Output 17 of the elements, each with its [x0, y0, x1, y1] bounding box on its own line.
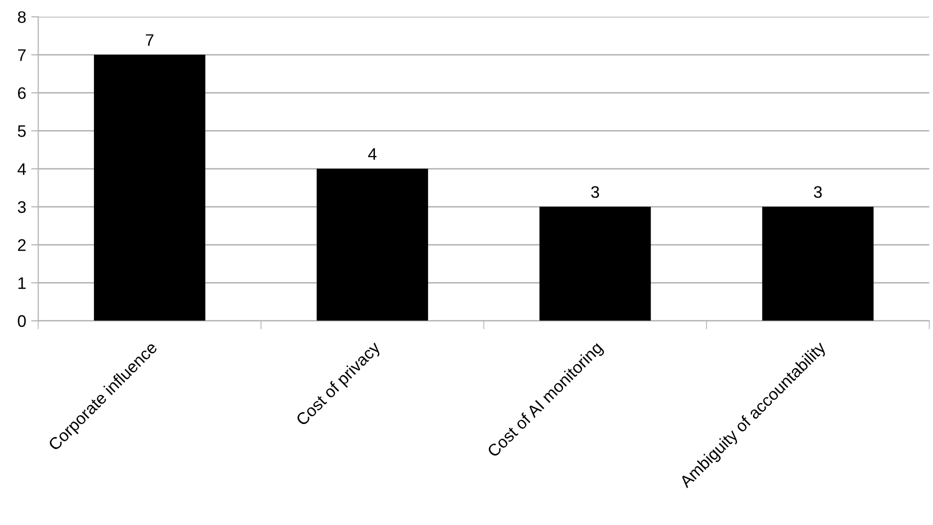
y-tick-label: 0 — [18, 315, 26, 327]
data-label: 3 — [591, 186, 600, 198]
bar — [762, 206, 874, 321]
data-label: 4 — [368, 148, 377, 160]
y-tick-label: 4 — [18, 163, 26, 175]
y-tick-label: 7 — [18, 49, 26, 61]
y-tick-label: 6 — [18, 87, 26, 99]
data-label: 3 — [814, 186, 822, 198]
y-tick-label: 3 — [18, 201, 26, 213]
bar — [539, 206, 651, 321]
y-tick-label: 2 — [18, 239, 26, 251]
bar — [316, 168, 428, 321]
y-tick-label: 1 — [18, 277, 26, 289]
y-tick-label: 8 — [18, 11, 26, 24]
bar — [94, 54, 206, 321]
y-tick-label: 5 — [18, 125, 26, 137]
data-label: 7 — [146, 34, 154, 46]
